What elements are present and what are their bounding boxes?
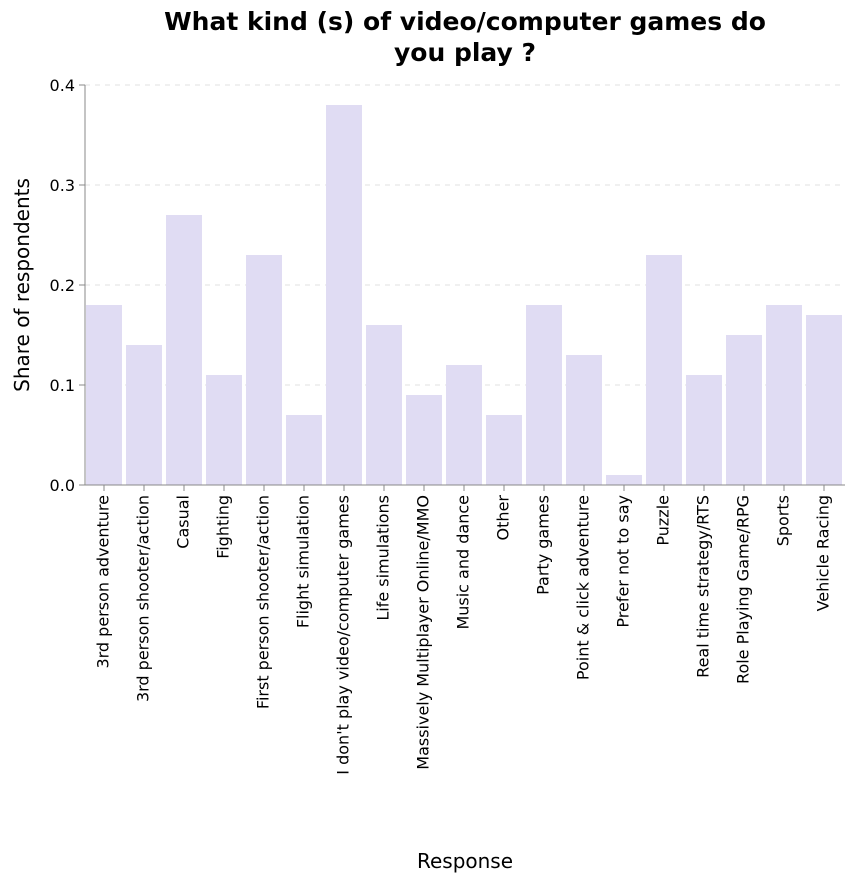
y-tick-label: 0.3 [50,176,75,195]
bar-18 [766,305,802,485]
chart-title-line-1: What kind (s) of video/computer games do [164,7,766,36]
bar-4 [206,375,242,485]
bar-10 [446,365,482,485]
y-tick-labels: 0.0 0.1 0.2 0.3 0.4 [50,76,85,495]
bar-14 [606,475,642,485]
x-tick-label: Prefer not to say [614,495,633,628]
bar-3 [166,215,202,485]
x-tick-label: 3rd person adventure [94,495,113,669]
x-tick-label: I don't play video/computer games [334,495,353,775]
y-tick-label: 0.4 [50,76,75,95]
x-tick-label: Sports [774,495,793,546]
bar-1 [86,305,122,485]
x-tick-label: Life simulations [374,495,393,621]
bar-12 [526,305,562,485]
y-tick-label: 0.0 [50,476,75,495]
x-tick-label: Music and dance [454,495,473,630]
x-tick-label: Casual [174,495,193,549]
x-tick-label: 3rd person shooter/action [134,495,153,702]
y-tick-label: 0.1 [50,376,75,395]
x-tick-label: Vehicle Racing [814,495,833,611]
bar-6 [286,415,322,485]
bar-17 [726,335,762,485]
x-axis-title: Response [417,849,513,873]
bar-16 [686,375,722,485]
x-tick-label: Point & click adventure [574,495,593,680]
bar-11 [486,415,522,485]
bar-13 [566,355,602,485]
y-tick-label: 0.2 [50,276,75,295]
x-tick-label: Role Playing Game/RPG [734,495,753,684]
x-tick-label: Fighting [214,495,233,559]
bars [86,105,842,485]
bar-7 [326,105,362,485]
x-tick-label: Other [494,495,513,541]
x-tick-label: Massively Multiplayer Online/MMO [414,495,433,770]
bar-15 [646,255,682,485]
x-tick-label: First person shooter/action [254,495,273,709]
x-tick-label: Puzzle [654,495,673,546]
x-tick-label: Party games [534,495,553,595]
chart-title-line-2: you play ? [394,38,536,67]
bar-8 [366,325,402,485]
bar-5 [246,255,282,485]
y-axis-title: Share of respondents [10,178,34,392]
x-tick-label: Flight simulation [294,495,313,628]
x-tick-labels: 3rd person adventure 3rd person shooter/a… [94,485,833,775]
x-tick-label: Real time strategy/RTS [694,495,713,678]
bar-19 [806,315,842,485]
bar-2 [126,345,162,485]
bar-9 [406,395,442,485]
